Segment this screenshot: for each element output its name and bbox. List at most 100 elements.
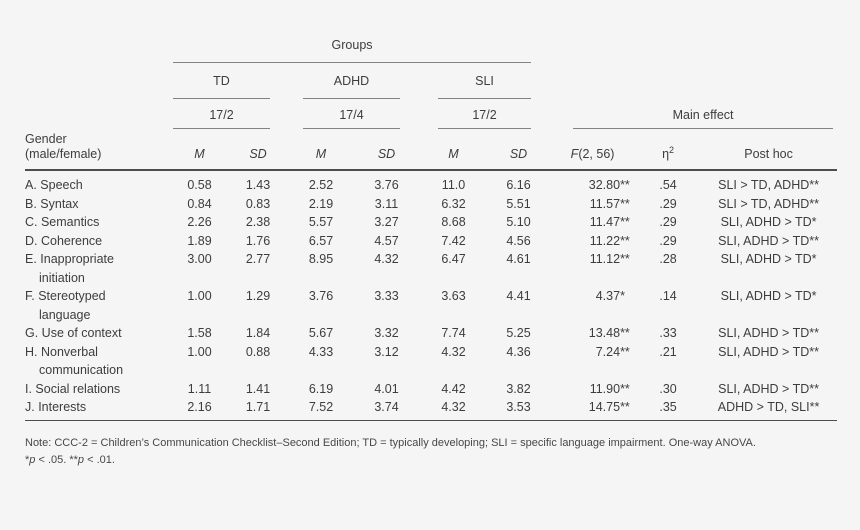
significance-note: *p < .05. **p < .01. (25, 453, 115, 466)
cell-f-statistic: 11.57** (549, 195, 636, 214)
cell-td-sd: 2.38 (245, 215, 271, 230)
group-sli-ratio: 17/2 (438, 99, 532, 129)
row-label-line: initiation (39, 270, 85, 285)
cell-eta-squared: .28 (659, 252, 677, 267)
main-effect-spanner-label: Main effect (573, 99, 834, 129)
group-td-label: TD (173, 63, 270, 99)
td-sd-header: SD (228, 129, 288, 172)
table-row: F. Stereotyped language 1.00 1.29 3.76 3.33 3.… (25, 287, 837, 324)
group-td-cell: TD (171, 63, 288, 99)
row-label-line: F. Stereotyped (25, 289, 106, 304)
cell-post-hoc: SLI, ADHD > TD** (718, 381, 819, 396)
cell-sli-sd: 5.25 (506, 326, 531, 341)
f-value: 11.22 (589, 233, 621, 248)
cell-eta-squared: .54 (659, 178, 677, 193)
cell-td-sd: 1.43 (245, 178, 271, 193)
cell-sli-sd: 5.10 (506, 215, 531, 230)
cell-sli-m: 6.47 (441, 252, 466, 267)
cell-adhd-sd: 3.33 (374, 289, 399, 304)
gender-row-header: Gender (male/female) (25, 33, 171, 172)
f-value: 11.47 (589, 215, 621, 230)
row-label: J. Interests (25, 398, 171, 421)
cell-sli-m: 7.42 (441, 233, 466, 248)
cell-sli-m: 4.32 (441, 344, 466, 359)
cell-f-statistic: 11.47** (549, 213, 636, 232)
sli-mean-header: M (419, 129, 488, 172)
header-row-group-names: TD ADHD SLI (25, 63, 837, 99)
cell-sli-sd: 3.53 (488, 398, 550, 421)
cell-adhd-m: 5.67 (308, 326, 334, 341)
cell-sli-sd: 4.36 (506, 344, 531, 359)
groups-spanner-cell: Groups (171, 33, 549, 63)
group-sli-ratio-cell: 17/2 (419, 99, 549, 129)
cell-adhd-sd: 4.01 (374, 381, 399, 396)
f-value: 7.24 (595, 344, 621, 359)
cell-f-statistic: 4.37* (549, 287, 636, 324)
f-value: 32.80 (588, 178, 621, 193)
row-label-line: language (39, 307, 91, 322)
cell-sli-sd: 3.82 (506, 381, 531, 396)
cell-td-sd: 1.29 (245, 289, 271, 304)
f-significance-stars: ** (620, 344, 630, 359)
table-sheet: Gender (male/female) Groups TD ADHD SLI (25, 33, 838, 469)
table-body: A. Speech 0.58 1.43 2.52 3.76 11.0 6.16 32.80**… (25, 170, 838, 421)
f-statistic-header: F(2, 56) (549, 129, 637, 172)
cell-adhd-m: 4.33 (308, 344, 334, 359)
f-value: 11.12 (589, 252, 621, 267)
row-label: F. Stereotyped language (25, 287, 171, 324)
cell-adhd-sd: 3.11 (374, 196, 399, 211)
cell-eta-squared: .29 (659, 233, 677, 248)
cell-eta-squared: .33 (659, 326, 677, 341)
cell-eta-squared: .30 (659, 381, 677, 396)
cell-td-m: 1.00 (187, 289, 212, 304)
cell-td-m: 1.11 (187, 381, 212, 396)
row-label: E. Inappropriate initiation (25, 250, 171, 287)
group-adhd-ratio-cell: 17/4 (288, 99, 419, 129)
groups-spanner-label: Groups (173, 33, 532, 63)
cell-td-m: 1.58 (187, 326, 212, 341)
cell-td-m: 0.58 (187, 178, 212, 193)
row-label-line: J. Interests (25, 400, 87, 415)
cell-sli-m: 11.0 (441, 178, 466, 193)
row-label-line: I. Social relations (25, 381, 121, 396)
row-label-line: G. Use of context (25, 326, 122, 341)
cell-td-sd: 1.41 (245, 381, 271, 396)
table-row: H. Nonverbal communication 1.00 0.88 4.33 3.1… (25, 343, 837, 380)
cell-adhd-m: 7.52 (288, 398, 354, 421)
table-row: J. Interests 2.16 1.71 7.52 3.74 4.32 3.53 14.7… (25, 398, 838, 421)
cell-eta-squared: .35 (636, 398, 701, 421)
cell-adhd-m: 2.19 (308, 196, 334, 211)
cell-sli-m: 4.32 (419, 398, 488, 421)
table-row: D. Coherence 1.89 1.76 6.57 4.57 7.42 4.56 11.2… (25, 232, 837, 251)
cell-td-sd: 1.71 (228, 398, 288, 421)
cell-adhd-m: 6.57 (308, 233, 334, 248)
cell-sli-sd: 4.56 (506, 233, 531, 248)
eta-squared-header: η2 (636, 129, 701, 172)
abbreviations-note: Note: CCC-2 = Children’s Communication C… (25, 436, 756, 449)
row-label-line: D. Coherence (25, 233, 103, 248)
cell-td-m: 2.26 (187, 215, 212, 230)
td-mean-header: M (171, 129, 228, 172)
cell-adhd-sd: 4.32 (374, 252, 399, 267)
cell-sli-m: 7.74 (441, 326, 466, 341)
group-adhd-cell: ADHD (288, 63, 419, 99)
f-significance-stars: * (620, 289, 625, 304)
header-row-ratios: 17/2 17/4 17/2 Main effect (25, 99, 837, 129)
f-significance-stars: ** (620, 252, 630, 267)
cell-adhd-m: 6.19 (308, 381, 334, 396)
cell-eta-squared: .14 (659, 289, 677, 304)
cell-sli-sd: 4.61 (506, 252, 531, 267)
table-row: I. Social relations 1.11 1.41 6.19 4.01 4.42 3… (25, 380, 837, 399)
gender-label-line1: Gender (25, 132, 67, 147)
cell-adhd-m: 5.57 (308, 215, 334, 230)
cell-f-statistic: 13.48** (549, 324, 636, 343)
cell-adhd-sd: 3.32 (374, 326, 399, 341)
main-effect-spanner-cell: Main effect (549, 99, 837, 129)
f-significance-stars: ** (620, 381, 630, 396)
cell-td-sd: 1.76 (245, 233, 271, 248)
cell-post-hoc: ADHD > TD, SLI** (700, 398, 838, 421)
row-label: C. Semantics (25, 213, 171, 232)
cell-td-m: 3.00 (187, 252, 212, 267)
cell-post-hoc: SLI > TD, ADHD** (718, 196, 819, 211)
cell-sli-m: 6.32 (441, 196, 466, 211)
